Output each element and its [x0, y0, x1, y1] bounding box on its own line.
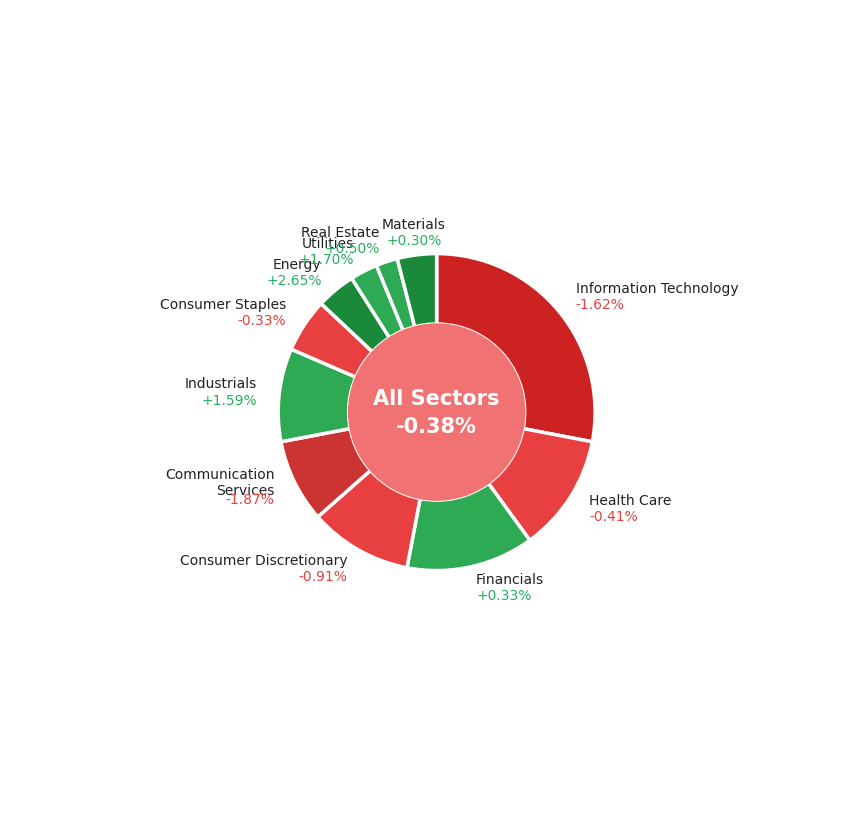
Text: -0.91%: -0.91% [298, 570, 348, 584]
Text: +2.65%: +2.65% [266, 274, 321, 288]
Text: +0.30%: +0.30% [386, 234, 441, 248]
Wedge shape [352, 265, 403, 338]
Text: Health Care: Health Care [589, 494, 671, 508]
Text: -1.87%: -1.87% [226, 493, 274, 507]
Wedge shape [488, 428, 592, 540]
Text: Consumer Staples: Consumer Staples [159, 298, 285, 312]
Text: Real Estate: Real Estate [302, 225, 380, 240]
Wedge shape [281, 428, 371, 517]
Text: -0.41%: -0.41% [589, 510, 638, 524]
Text: -0.38%: -0.38% [396, 418, 477, 437]
Text: Financials: Financials [476, 573, 544, 587]
Wedge shape [397, 254, 437, 326]
Text: -0.33%: -0.33% [237, 314, 285, 328]
Circle shape [348, 324, 525, 500]
Text: -1.62%: -1.62% [576, 299, 625, 313]
Wedge shape [291, 304, 372, 377]
Text: Energy: Energy [273, 258, 321, 272]
Wedge shape [437, 254, 595, 441]
Text: +1.70%: +1.70% [298, 253, 354, 267]
Text: +0.50%: +0.50% [325, 242, 380, 256]
Wedge shape [321, 278, 389, 352]
Wedge shape [407, 483, 530, 570]
Wedge shape [318, 470, 420, 568]
Wedge shape [377, 259, 415, 330]
Text: Materials: Materials [382, 218, 446, 232]
Text: Consumer Discretionary: Consumer Discretionary [180, 553, 348, 568]
Wedge shape [279, 349, 356, 441]
Text: Communication
Services: Communication Services [165, 468, 274, 499]
Text: Industrials: Industrials [185, 377, 257, 391]
Text: +0.33%: +0.33% [476, 589, 532, 604]
Text: Utilities: Utilities [302, 237, 354, 251]
Text: All Sectors: All Sectors [373, 389, 500, 409]
Text: +1.59%: +1.59% [202, 393, 257, 407]
Text: Information Technology: Information Technology [576, 282, 739, 295]
